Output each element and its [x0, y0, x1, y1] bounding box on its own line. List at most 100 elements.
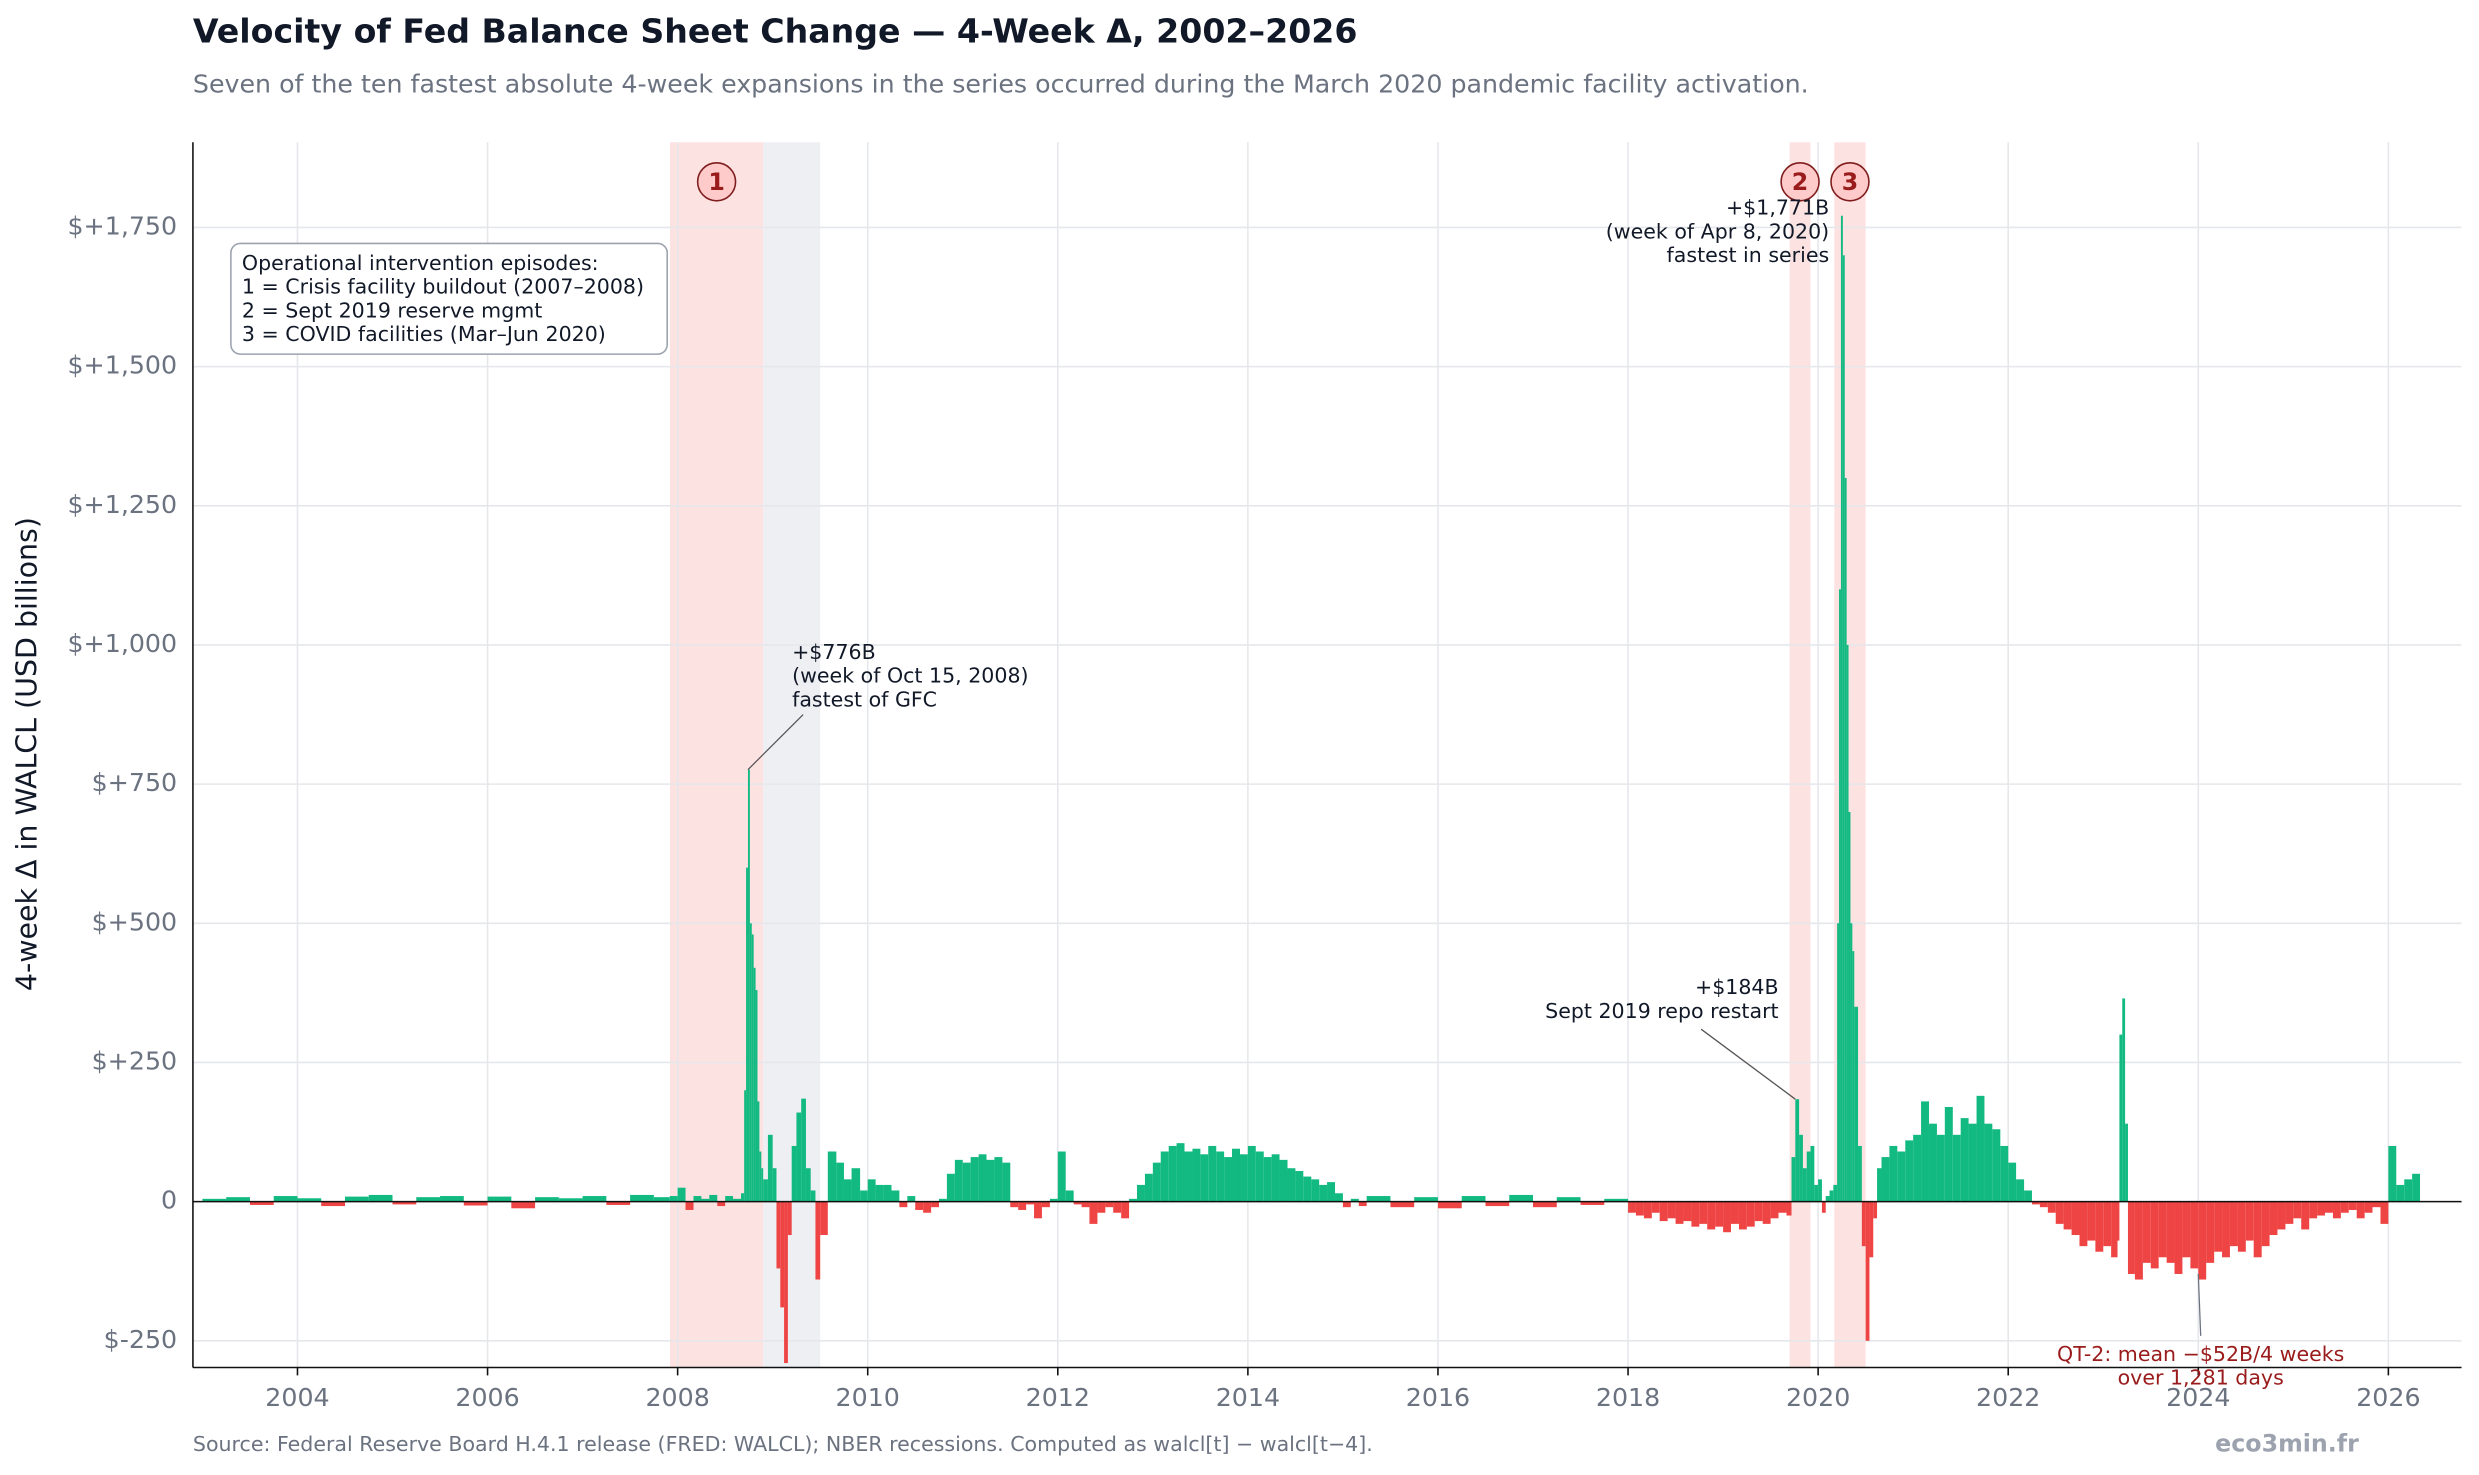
brand: eco3min.fr	[2215, 1429, 2359, 1457]
bar	[763, 1179, 768, 1202]
bar	[1699, 1201, 1708, 1224]
bar	[1921, 1101, 1930, 1202]
bar	[1802, 1168, 1807, 1202]
bar	[2166, 1201, 2175, 1263]
bar	[273, 1196, 298, 1202]
bar	[1833, 1184, 1838, 1202]
bar	[755, 990, 758, 1202]
bar	[757, 1101, 760, 1202]
bar	[767, 1134, 773, 1202]
bar	[1192, 1148, 1201, 1202]
bar	[1643, 1201, 1652, 1219]
bar	[1065, 1190, 1074, 1202]
bar	[2332, 1201, 2341, 1219]
bar	[2324, 1201, 2333, 1213]
y-tick-label: $+1,750	[67, 211, 177, 240]
bar	[2071, 1201, 2080, 1236]
bar	[2055, 1201, 2064, 1224]
bar	[1936, 1134, 1945, 1202]
annotation-connector	[747, 714, 804, 771]
bar	[994, 1157, 1003, 1202]
bar	[2000, 1145, 2009, 1202]
bar	[392, 1201, 417, 1205]
y-tick-label: $-250	[104, 1325, 177, 1354]
bar	[1604, 1198, 1629, 1202]
bar	[796, 1112, 802, 1202]
y-tick-label: $+1,250	[67, 490, 177, 519]
bar	[891, 1190, 900, 1202]
x-tick-label: 2022	[1976, 1383, 2040, 1412]
bar	[1097, 1201, 1106, 1213]
bar	[2412, 1173, 2421, 1202]
bar	[1152, 1162, 1161, 1202]
y-tick-label: $+1,000	[67, 629, 177, 658]
bar	[907, 1196, 916, 1202]
bar	[2008, 1162, 2017, 1202]
bar	[2158, 1201, 2167, 1258]
bar	[1810, 1145, 1815, 1202]
bar	[2237, 1201, 2246, 1252]
bar	[883, 1184, 892, 1202]
bar	[2063, 1201, 2072, 1230]
legend-line: 3 = COVID facilities (Mar–Jun 2020)	[242, 322, 606, 346]
bar	[1770, 1201, 1779, 1219]
bar	[2245, 1201, 2254, 1241]
bar	[986, 1159, 995, 1202]
episode-badge	[1830, 162, 1870, 202]
bar	[746, 867, 748, 1202]
bar	[1628, 1201, 1636, 1213]
bar	[1287, 1168, 1296, 1202]
chart-title: Velocity of Fed Balance Sheet Change — 4…	[193, 12, 1358, 51]
bar	[2190, 1201, 2199, 1269]
bar	[2117, 1201, 2120, 1241]
annotation-text: fastest in series	[1667, 243, 1830, 267]
bar	[2269, 1201, 2278, 1236]
annotation-text: (week of Oct 15, 2008)	[792, 664, 1028, 688]
x-tick-label: 2018	[1596, 1383, 1660, 1412]
bar	[2380, 1201, 2389, 1224]
bar	[1461, 1196, 1486, 1202]
bar	[2142, 1201, 2151, 1263]
bar	[875, 1184, 884, 1202]
bar	[487, 1196, 512, 1202]
bar	[1905, 1140, 1914, 1202]
bar	[1846, 644, 1849, 1202]
bar	[321, 1201, 345, 1207]
bar	[1247, 1145, 1256, 1202]
bar	[1533, 1201, 1557, 1208]
annotation-text: over 1,281 days	[2118, 1366, 2284, 1390]
bar	[851, 1168, 861, 1202]
bar	[2214, 1201, 2223, 1252]
bar	[1303, 1176, 1312, 1202]
y-tick-label: 0	[161, 1186, 177, 1215]
bar	[1129, 1198, 1137, 1202]
bar	[2150, 1201, 2159, 1269]
bar	[938, 1198, 947, 1202]
bar	[2277, 1201, 2286, 1230]
bar	[226, 1197, 250, 1202]
bar	[1683, 1201, 1692, 1222]
bar	[1837, 923, 1840, 1202]
bar	[717, 1201, 726, 1207]
bar	[1821, 1201, 1826, 1213]
bar	[741, 1193, 745, 1202]
bar	[867, 1179, 876, 1202]
bar	[1659, 1201, 1668, 1222]
bar	[1715, 1201, 1724, 1227]
bar	[1176, 1143, 1185, 1202]
bar	[2301, 1201, 2310, 1230]
bar	[725, 1196, 734, 1202]
bar	[1081, 1201, 1090, 1208]
bar	[2182, 1201, 2191, 1258]
bar	[1342, 1201, 1351, 1208]
annotation-text: (week of Apr 8, 2020)	[1606, 219, 1829, 243]
bar	[744, 1090, 747, 1202]
bar	[1913, 1134, 1922, 1202]
y-axis-label: 4-week Δ in WALCL (USD billions)	[11, 517, 44, 991]
bar	[2364, 1201, 2373, 1213]
bar	[1026, 1201, 1035, 1205]
bar	[970, 1157, 979, 1202]
bar	[1877, 1168, 1882, 1202]
bar	[1121, 1201, 1130, 1219]
